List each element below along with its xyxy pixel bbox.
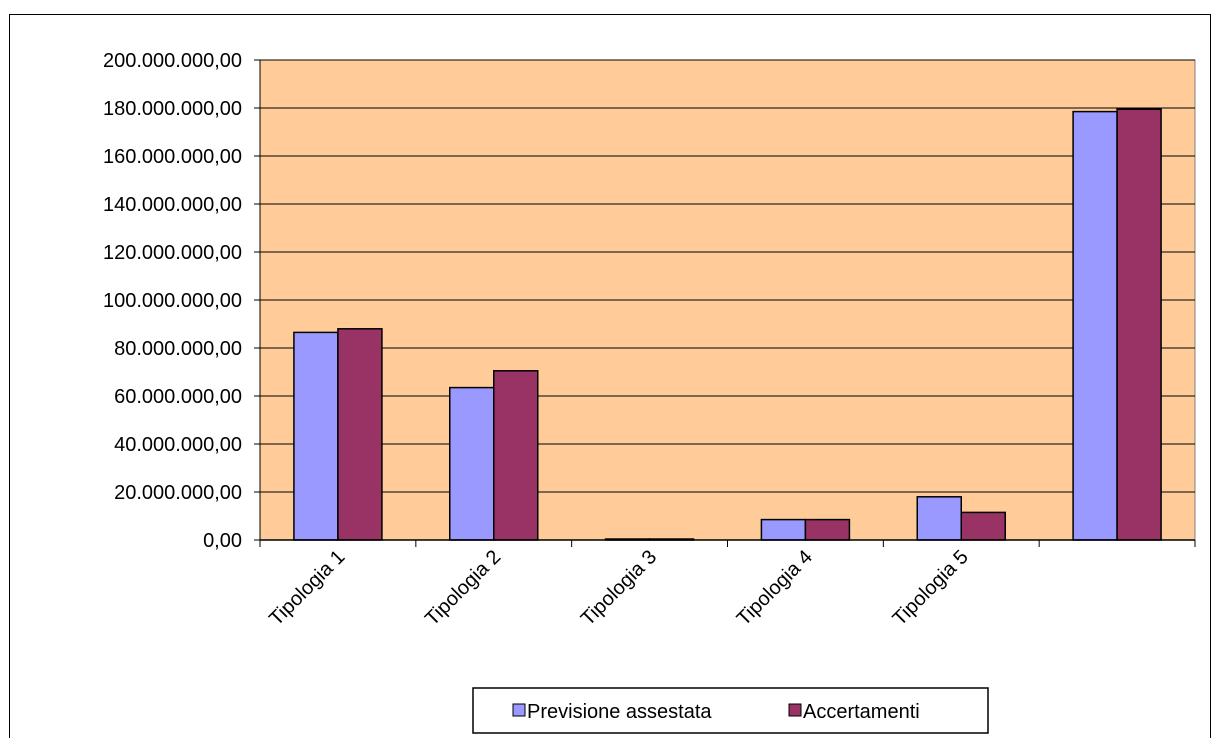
y-axis: 0,00 20.000.000,00 40.000.000,00 60.000.000… — [103, 50, 261, 552]
bar-previsione — [1072, 110, 1118, 541]
chart-frame — [9, 14, 1211, 738]
y-tick-label: 140.000.000,00 — [103, 194, 242, 216]
legend-swatch — [512, 703, 526, 717]
y-tick-label: 0,00 — [203, 530, 242, 552]
bar-accertamenti — [493, 370, 539, 541]
x-tick-label: Tipologia 4 — [733, 546, 817, 630]
x-tick-label: Tipologia 5 — [889, 546, 973, 630]
bar-previsione — [293, 331, 339, 541]
y-tick-label: 120.000.000,00 — [103, 242, 242, 264]
y-tick-label: 180.000.000,00 — [103, 98, 242, 120]
bar-accertamenti — [804, 518, 851, 541]
y-tick-label: 40.000.000,00 — [114, 434, 242, 456]
legend-box — [472, 687, 989, 734]
y-tick-label: 200.000.000,00 — [103, 50, 242, 72]
y-tick-label: 100.000.000,00 — [103, 290, 242, 312]
x-tick-label: Tipologia 1 — [265, 546, 349, 630]
legend-label: Accertamenti — [803, 701, 920, 723]
bar-accertamenti — [1116, 108, 1162, 541]
legend-swatch — [788, 703, 802, 717]
legend: Previsione assestata Accertamenti — [472, 687, 989, 734]
y-tick-label: 20.000.000,00 — [114, 482, 242, 504]
bar-previsione — [760, 518, 807, 541]
x-axis: Tipologia 1 Tipologia 2 Tipologia 3 Tipolog… — [259, 539, 1196, 630]
bar-accertamenti — [337, 328, 383, 541]
y-tick-label: 160.000.000,00 — [103, 146, 242, 168]
x-tick-label: Tipologia 2 — [421, 546, 505, 630]
bar-accertamenti — [960, 511, 1006, 541]
y-tick-label: 60.000.000,00 — [114, 386, 242, 408]
x-tick-label: Tipologia 3 — [577, 546, 661, 630]
gridlines — [260, 59, 1195, 493]
legend-label: Previsione assestata — [527, 701, 712, 723]
bar-previsione — [916, 496, 962, 541]
bar-previsione — [449, 386, 495, 541]
bars — [293, 108, 1162, 541]
y-tick-label: 80.000.000,00 — [114, 338, 242, 360]
